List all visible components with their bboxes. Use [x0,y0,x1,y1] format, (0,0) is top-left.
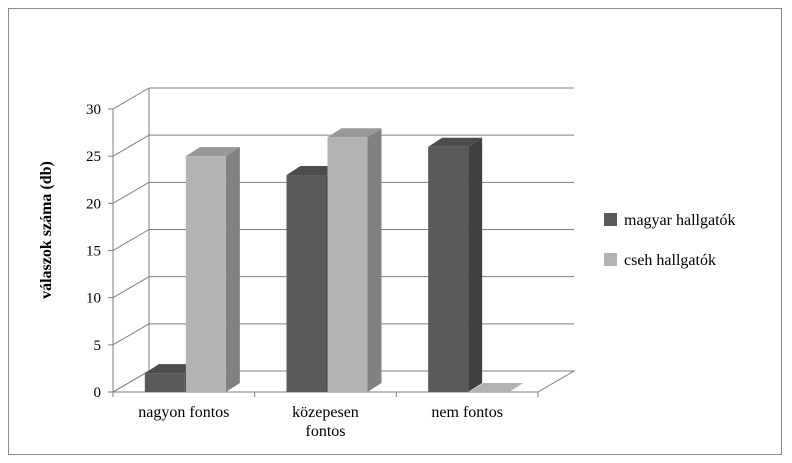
bar-top [144,364,199,374]
bar-top [327,128,382,138]
legend-label: magyar hallgatók [624,212,736,229]
bar-cseh-2 [469,383,524,392]
x-category-label: közepesen fontos [292,404,359,440]
y-tick-label: 10 [86,291,101,307]
category-labels: nagyon fontos közepesen fontos nem fontos [138,404,503,440]
y-tick-label: 20 [86,196,101,212]
legend-swatch [604,253,617,266]
gridline-side [112,87,150,110]
bar-front [428,146,469,392]
bar-cseh-1 [327,128,382,393]
y-tick-label: 0 [94,385,102,401]
y-tick-label: 5 [94,338,102,354]
y-tick-labels: 0 5 10 15 20 25 30 [86,102,101,401]
gridline-side [112,229,150,251]
gridline-side [112,276,150,299]
bar-top [428,137,483,147]
legend-swatch [604,213,617,226]
x-category-label: nagyon fontos [138,404,229,421]
bar-top [185,147,240,157]
gridline-side [112,134,150,157]
gridline-side [112,370,150,393]
gridline-side [112,323,150,346]
bar-top [469,383,524,392]
legend: magyar hallgatók cseh hallgatók [604,212,736,269]
bar-front [286,175,327,392]
bar-top [286,166,341,176]
bar-cseh-0 [185,147,240,392]
bar-side [367,128,382,393]
x-category-label: nem fontos [431,404,503,421]
legend-label: cseh hallgatók [624,252,716,269]
y-axis-label: válaszok száma (db) [38,161,55,299]
bar-side [225,147,240,392]
bar-front [185,156,226,392]
y-tick-label: 30 [86,102,101,118]
gridline-side [112,181,150,204]
bars [144,128,524,393]
bar-magyar-2 [428,137,483,392]
bar-side [468,137,483,392]
bar-front [144,373,185,392]
bar-front [327,137,368,392]
y-tick-label: 15 [86,244,101,260]
y-tick-label: 25 [86,149,101,165]
